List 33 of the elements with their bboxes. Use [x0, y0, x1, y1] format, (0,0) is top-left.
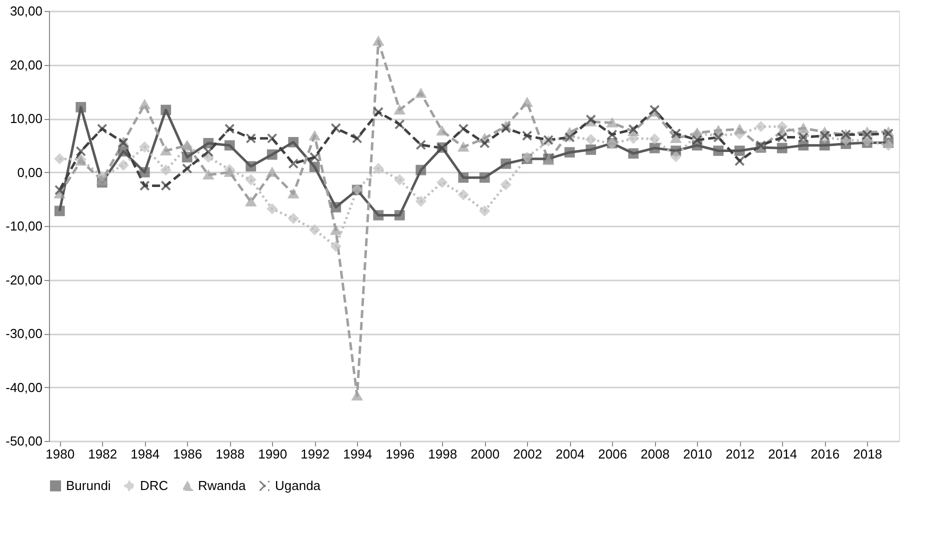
y-tick-label: -20,00: [6, 272, 42, 288]
y-tick-label: -50,00: [6, 434, 42, 448]
y-tick-label: -30,00: [6, 326, 42, 341]
legend-label: DRC: [140, 478, 168, 493]
legend-label: Burundi: [66, 478, 111, 493]
y-tick-label: 10,00: [10, 111, 42, 126]
x-tick-label: 2014: [768, 446, 798, 462]
x-tick-label: 2000: [470, 446, 500, 462]
x-tick-label: 1984: [130, 446, 160, 462]
y-tick-label: 20,00: [10, 57, 42, 72]
x-tick-label: 1994: [343, 446, 372, 462]
y-tick-label: -40,00: [6, 380, 42, 395]
x-tick-label: 1980: [46, 446, 75, 462]
x-tick-label: 1982: [88, 446, 118, 462]
x-tick-label: 1996: [386, 446, 415, 462]
x-tick-label: 2006: [598, 446, 628, 462]
x-tick-label: 1992: [300, 446, 330, 462]
x-tick-label: 1986: [173, 446, 202, 462]
legend-label: Uganda: [275, 478, 322, 493]
x-tick-label: 1988: [216, 446, 245, 462]
y-tick-label: -10,00: [6, 218, 42, 234]
x-tick-label: 2002: [513, 446, 542, 462]
x-tick-label: 2012: [726, 446, 755, 462]
x-tick-label: 2016: [810, 446, 840, 462]
x-tick-label: 1990: [258, 446, 288, 462]
x-tick-label: 1998: [428, 446, 458, 462]
legend-label: Rwanda: [198, 478, 246, 494]
x-tick-label: 2010: [683, 446, 712, 462]
y-tick-label: 30,00: [10, 4, 42, 18]
x-tick-label: 2004: [556, 446, 585, 462]
y-tick-label: 0,00: [17, 164, 42, 180]
x-tick-label: 2018: [853, 446, 882, 462]
x-tick-label: 2008: [640, 446, 670, 462]
